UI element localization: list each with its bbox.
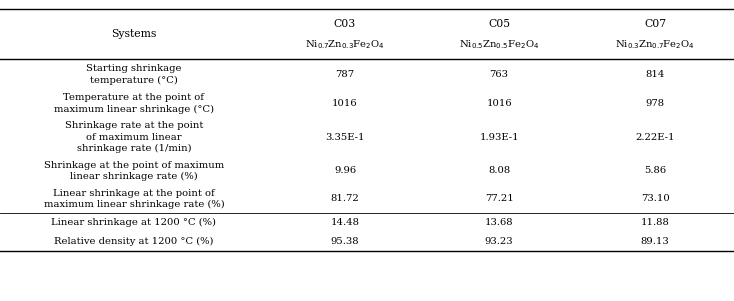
Text: 9.96: 9.96 [334, 166, 356, 175]
Text: 1016: 1016 [333, 99, 357, 108]
Text: 93.23: 93.23 [485, 237, 513, 246]
Text: Starting shrinkage
temperature (°C): Starting shrinkage temperature (°C) [86, 64, 182, 85]
Text: Shrinkage rate at the point
of maximum linear
shrinkage rate (1/min): Shrinkage rate at the point of maximum l… [65, 121, 203, 153]
Text: Shrinkage at the point of maximum
linear shrinkage rate (%): Shrinkage at the point of maximum linear… [44, 160, 224, 181]
Text: 814: 814 [645, 70, 665, 79]
Text: Temperature at the point of
maximum linear shrinkage (°C): Temperature at the point of maximum line… [54, 93, 214, 114]
Text: Ni$_{0.7}$Zn$_{0.3}$Fe$_2$O$_4$: Ni$_{0.7}$Zn$_{0.3}$Fe$_2$O$_4$ [305, 39, 385, 51]
Text: 1.93E-1: 1.93E-1 [479, 133, 519, 141]
Text: Linear shrinkage at the point of
maximum linear shrinkage rate (%): Linear shrinkage at the point of maximum… [43, 188, 225, 209]
Text: 3.35E-1: 3.35E-1 [325, 133, 365, 141]
Text: Linear shrinkage at 1200 °C (%): Linear shrinkage at 1200 °C (%) [51, 218, 217, 228]
Text: 5.86: 5.86 [644, 166, 666, 175]
Text: 763: 763 [490, 70, 509, 79]
Text: 14.48: 14.48 [330, 219, 360, 227]
Text: 95.38: 95.38 [331, 237, 359, 246]
Text: 73.10: 73.10 [641, 194, 669, 203]
Text: C07: C07 [644, 19, 666, 29]
Text: C03: C03 [334, 19, 356, 29]
Text: 89.13: 89.13 [641, 237, 669, 246]
Text: Relative density at 1200 °C (%): Relative density at 1200 °C (%) [54, 237, 214, 247]
Text: 787: 787 [335, 70, 355, 79]
Text: 2.22E-1: 2.22E-1 [636, 133, 675, 141]
Text: C05: C05 [488, 19, 510, 29]
Text: 1016: 1016 [487, 99, 512, 108]
Text: 81.72: 81.72 [330, 194, 360, 203]
Text: 8.08: 8.08 [488, 166, 510, 175]
Text: 13.68: 13.68 [485, 219, 513, 227]
Text: 77.21: 77.21 [484, 194, 514, 203]
Text: 11.88: 11.88 [641, 219, 669, 227]
Text: Systems: Systems [112, 29, 156, 39]
Text: 978: 978 [645, 99, 665, 108]
Text: Ni$_{0.3}$Zn$_{0.7}$Fe$_2$O$_4$: Ni$_{0.3}$Zn$_{0.7}$Fe$_2$O$_4$ [615, 39, 695, 51]
Text: Ni$_{0.5}$Zn$_{0.5}$Fe$_2$O$_4$: Ni$_{0.5}$Zn$_{0.5}$Fe$_2$O$_4$ [459, 39, 539, 51]
